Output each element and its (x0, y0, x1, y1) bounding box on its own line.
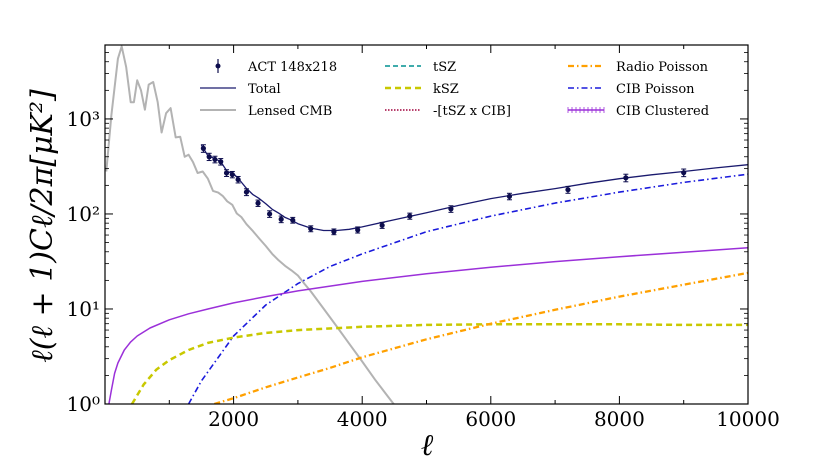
y-axis-title: ℓ(ℓ + 1)Cℓ/2π[μK²] (25, 89, 60, 363)
legend-item: kSZ (385, 82, 459, 97)
data-point (448, 205, 454, 213)
x-tick-label: 4000 (337, 407, 388, 431)
series-line-cib-poisson (187, 173, 748, 404)
data-marker (206, 154, 212, 160)
legend-item: Total (200, 82, 281, 97)
data-point (206, 152, 212, 162)
data-points-layer (200, 144, 687, 236)
legend-item: Radio Poisson (568, 60, 709, 75)
data-marker (267, 211, 273, 217)
y-tick-label: 10⁰ (67, 392, 100, 416)
data-marker (200, 145, 206, 151)
data-point (308, 225, 314, 233)
data-point (223, 169, 230, 177)
legend-label: ACT 148x218 (247, 60, 337, 75)
data-marker (255, 200, 261, 206)
data-point (623, 173, 629, 183)
data-point (506, 192, 513, 201)
data-marker (379, 222, 385, 228)
legend-item: Lensed CMB (200, 104, 332, 119)
data-marker (308, 226, 314, 232)
series-line-cib-clustered (108, 247, 748, 404)
data-point (255, 199, 261, 207)
data-point (331, 228, 337, 236)
data-point (235, 175, 241, 184)
data-marker (681, 170, 687, 176)
x-tick-label: 10000 (716, 407, 780, 431)
data-marker (355, 227, 361, 233)
data-marker (506, 193, 513, 200)
x-axis-title: ℓ (421, 428, 434, 463)
legend-label: -[tSZ x CIB] (433, 104, 511, 119)
data-marker (223, 170, 230, 176)
legend-item: CIB Clustered (567, 104, 709, 119)
data-point (407, 212, 413, 220)
series-line-ksz (130, 323, 748, 404)
legend-label: Lensed CMB (248, 104, 332, 119)
data-point (218, 158, 224, 166)
data-marker (235, 176, 241, 183)
data-point (290, 216, 296, 224)
data-point (355, 226, 361, 234)
data-marker (218, 159, 224, 165)
legend-swatch-marker (215, 63, 221, 69)
data-marker (290, 217, 296, 223)
data-point (243, 188, 250, 197)
y-tick-label: 10¹ (67, 297, 100, 321)
series-layer (105, 45, 748, 404)
data-marker (565, 187, 571, 193)
data-marker (331, 229, 337, 235)
data-marker (243, 189, 250, 195)
legend-label: kSZ (433, 82, 459, 97)
legend-label: CIB Poisson (616, 82, 695, 97)
legend-label: Radio Poisson (616, 60, 709, 75)
axes-ticks: 2000 4000 6000 8000 10000 10⁰ 10¹ 10² 10³ (67, 44, 780, 431)
data-point (379, 221, 385, 229)
legend-item: -[tSZ x CIB] (385, 104, 511, 119)
legend-item: tSZ (385, 60, 456, 75)
legend-item: CIB Poisson (568, 82, 695, 97)
data-point (267, 210, 273, 218)
legend-item: ACT 148x218 (215, 59, 337, 75)
data-marker (229, 171, 235, 178)
x-tick-label: 6000 (465, 407, 516, 431)
data-point (212, 155, 218, 164)
data-marker (278, 216, 284, 222)
data-point (200, 144, 206, 153)
data-marker (212, 156, 218, 163)
plot-area (105, 45, 748, 404)
data-point (681, 168, 687, 178)
x-tick-label: 2000 (208, 407, 259, 431)
data-point (229, 170, 235, 179)
series-line-lensed-cmb (105, 45, 395, 404)
data-marker (407, 213, 413, 219)
y-tick-label: 10³ (67, 107, 100, 131)
legend: ACT 148x218 Total Lensed CMB tSZ kSZ -[tSZ x … (200, 59, 709, 119)
x-tick-label: 8000 (594, 407, 645, 431)
data-point (278, 215, 284, 224)
data-marker (623, 175, 629, 181)
legend-label: Total (248, 82, 281, 97)
legend-label: tSZ (433, 60, 456, 75)
y-tick-label: 10² (67, 202, 100, 226)
data-point (565, 185, 571, 194)
legend-label: CIB Clustered (616, 104, 709, 119)
data-marker (448, 206, 454, 212)
